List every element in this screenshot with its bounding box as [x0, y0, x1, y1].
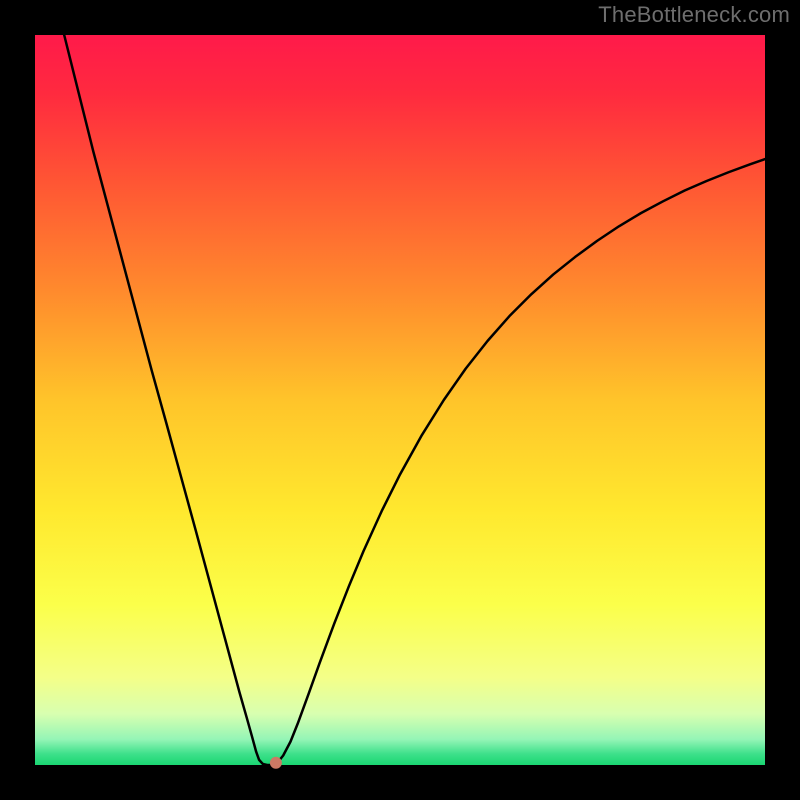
chart-heat-area — [35, 35, 765, 765]
watermark-text: TheBottleneck.com — [598, 2, 790, 28]
bottleneck-chart: TheBottleneck.com — [0, 0, 800, 800]
chart-svg — [0, 0, 800, 800]
optimal-point-marker — [270, 757, 282, 769]
